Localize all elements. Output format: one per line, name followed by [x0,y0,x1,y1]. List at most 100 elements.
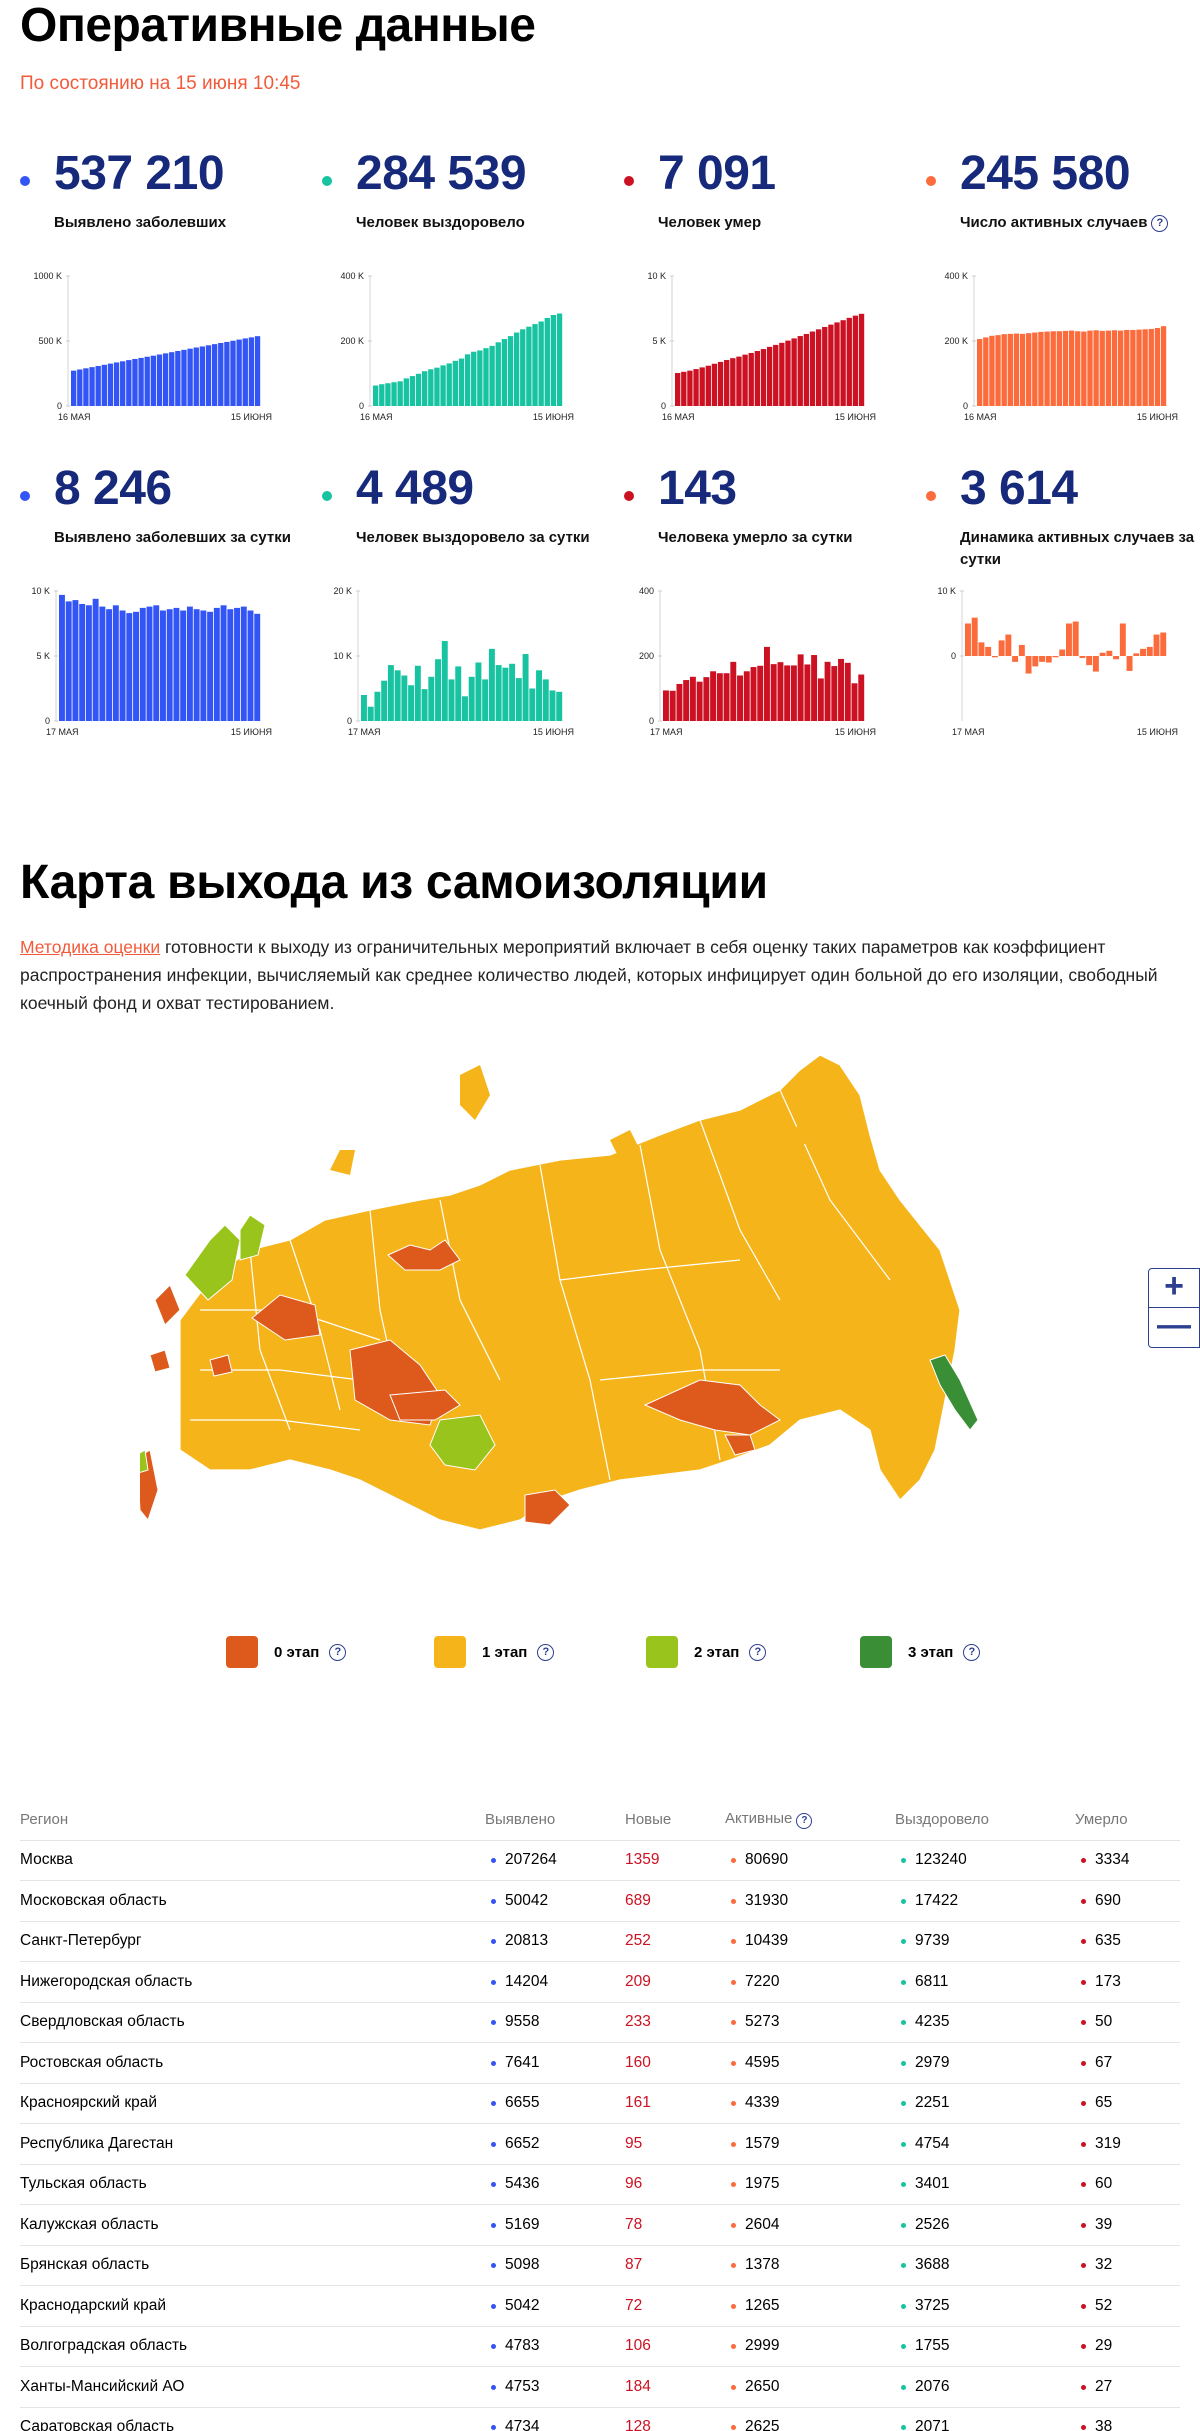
chart-bar[interactable] [173,607,180,721]
chart-bar[interactable] [1148,328,1154,406]
chart-bar[interactable] [549,690,556,721]
map-region-stage0[interactable] [524,1489,571,1526]
chart-bar[interactable] [779,342,785,406]
chart-bar[interactable] [730,358,736,406]
chart-bar[interactable] [1066,623,1072,657]
chart-bar[interactable] [520,329,526,406]
chart-bar[interactable] [242,338,248,406]
chart-bar[interactable] [475,662,482,722]
chart-bar[interactable] [180,610,187,722]
chart-bar[interactable] [556,691,563,721]
chart-bar[interactable] [724,359,730,406]
chart-bar[interactable] [985,646,992,656]
chart-bar[interactable] [989,335,995,406]
chart-bar[interactable] [760,349,767,406]
table-row[interactable]: Свердловская область 9558 233 5273 4235 50 [20,2003,1180,2043]
chart-bar[interactable] [1056,331,1063,406]
map-region-stage0[interactable] [724,1434,756,1456]
chart-bar[interactable] [495,342,501,406]
chart-bar[interactable] [452,360,459,406]
help-icon[interactable]: ? [537,1643,555,1661]
chart-bar[interactable] [1018,644,1025,656]
chart-bar[interactable] [1059,649,1066,657]
chart-bar[interactable] [1133,653,1140,656]
chart-bar[interactable] [544,317,550,406]
table-row[interactable]: Брянская область 5098 87 1378 3688 32 [20,2246,1180,2286]
chart-bar[interactable] [483,348,489,406]
chart-bar[interactable] [817,678,824,721]
chart-bar[interactable] [379,384,385,406]
chart-bar[interactable] [838,658,844,721]
chart-bar[interactable] [448,679,455,721]
chart-bar[interactable] [199,346,206,406]
chart-bar[interactable] [126,613,133,721]
chart-bar[interactable] [72,600,79,721]
chart-bar[interactable] [1086,656,1093,666]
table-row[interactable]: Ростовская область 7641 160 4595 2979 67 [20,2043,1180,2084]
chart-bar[interactable] [1105,330,1112,406]
chart-bar[interactable] [227,609,234,721]
chart-bar[interactable] [1019,333,1026,406]
help-icon[interactable]: ? [329,1643,347,1661]
chart-bar[interactable] [1075,331,1081,406]
chart-bar[interactable] [687,370,693,406]
chart-bar[interactable] [965,623,971,657]
chart-bar[interactable] [1032,656,1039,667]
chart-bar[interactable] [831,666,838,721]
chart-bar[interactable] [1106,650,1113,656]
chart-bar[interactable] [705,365,711,406]
chart-bar[interactable] [175,351,181,406]
chart-bar[interactable] [699,367,705,406]
chart-bar[interactable] [482,679,489,721]
table-row[interactable]: Калужская область 5169 78 2604 2526 39 [20,2205,1180,2246]
chart-bar[interactable] [361,695,367,721]
chart-bar[interactable] [737,675,743,722]
col-header-region[interactable]: Регион [20,1811,69,1829]
chart-bar[interactable] [501,339,508,406]
chart-bar[interactable] [385,383,391,406]
chart-bar[interactable] [207,611,214,721]
chart-bar[interactable] [408,685,415,721]
chart-bar[interactable] [397,381,403,406]
chart-bar[interactable] [1039,656,1045,662]
chart-bar[interactable] [515,678,522,721]
chart-bar[interactable] [428,676,435,721]
chart-bar[interactable] [187,348,193,406]
chart-bar[interactable] [106,609,113,721]
chart-bar[interactable] [373,385,379,406]
chart-bar[interactable] [811,655,818,721]
chart-bar[interactable] [1093,330,1099,406]
chart-bar[interactable] [462,696,468,721]
chart-bar[interactable] [471,351,477,406]
chart-bar[interactable] [488,648,495,721]
chart-bar[interactable] [1140,648,1146,656]
chart-bar[interactable] [1068,330,1075,406]
chart-bar[interactable] [71,370,77,406]
chart-bar[interactable] [723,673,730,721]
table-row[interactable]: Москва 207264 1359 80690 123240 3334 [20,1841,1180,1881]
chart-bar[interactable] [748,352,754,406]
chart-bar[interactable] [852,315,859,406]
chart-bar[interactable] [422,371,428,406]
chart-bar[interactable] [240,606,247,721]
chart-bar[interactable] [509,663,516,721]
chart-bar[interactable] [113,362,120,406]
chart-bar[interactable] [532,324,538,406]
chart-bar[interactable] [138,357,144,406]
chart-bar[interactable] [65,601,72,721]
chart-bar[interactable] [409,376,416,406]
chart-bar[interactable] [1153,634,1160,656]
col-header-recovered[interactable]: Выздоровело [895,1811,990,1829]
chart-bar[interactable] [536,670,542,721]
chart-bar[interactable] [851,683,858,721]
chart-bar[interactable] [83,368,89,406]
table-row[interactable]: Тульская область 5436 96 1975 3401 60 [20,2165,1180,2205]
chart-bar[interactable] [200,610,207,722]
chart-bar[interactable] [1146,646,1153,656]
chart-bar[interactable] [675,372,681,406]
chart-bar[interactable] [428,369,434,406]
help-icon[interactable]: ? [1151,215,1169,232]
chart-bar[interactable] [995,335,1001,406]
chart-bar[interactable] [1079,656,1086,658]
chart-bar[interactable] [711,363,718,406]
